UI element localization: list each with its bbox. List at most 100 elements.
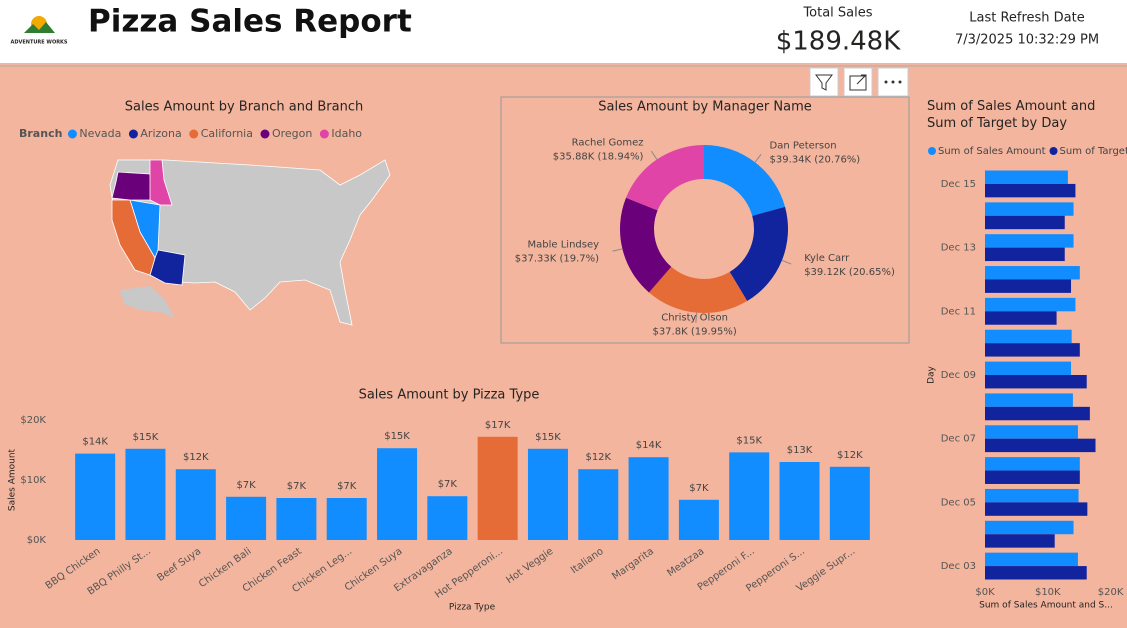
slice-label: $39.12K (20.65%) xyxy=(804,267,895,278)
data-label: $12K xyxy=(837,450,863,461)
bar xyxy=(985,375,1087,389)
refresh-value: 7/3/2025 10:32:29 PM xyxy=(955,33,1099,48)
bar xyxy=(729,452,770,540)
bar xyxy=(427,496,468,540)
y-tick-label: Dec 13 xyxy=(941,243,976,254)
kpi-label: Total Sales xyxy=(802,6,872,21)
x-tick-label: $0K xyxy=(975,587,995,598)
filter-button[interactable] xyxy=(809,67,839,97)
legend-marker xyxy=(260,129,270,139)
chart-title: Sales Amount by Pizza Type xyxy=(359,388,540,403)
slice-name: Rachel Gomez xyxy=(572,137,644,148)
y-tick-label: Dec 05 xyxy=(941,497,976,508)
data-label: $7K xyxy=(236,480,256,491)
state-region xyxy=(111,171,153,201)
legend-label: Nevada xyxy=(79,127,121,140)
bar xyxy=(527,448,568,540)
donut-slice xyxy=(626,145,704,211)
y-tick-label: $0K xyxy=(27,535,47,546)
bar xyxy=(326,498,367,540)
y-tick-label: Dec 03 xyxy=(941,561,976,572)
bar xyxy=(578,469,619,540)
bar xyxy=(985,234,1074,248)
bar xyxy=(985,215,1065,230)
logo: ADVENTURE WORKS xyxy=(10,16,68,46)
bar xyxy=(985,297,1076,312)
refresh-label: Last Refresh Date xyxy=(969,11,1085,26)
x-tick-label: Margarita xyxy=(610,546,656,583)
x-tick-label: Italiano xyxy=(569,546,606,576)
bar xyxy=(985,361,1072,375)
legend-label: Sum of Target xyxy=(1060,146,1127,157)
y-tick-label: Dec 09 xyxy=(941,370,976,381)
bar xyxy=(985,488,1079,503)
legend-marker xyxy=(189,129,199,139)
data-label: $7K xyxy=(337,481,357,492)
bar xyxy=(985,170,1068,184)
legend-marker xyxy=(1049,147,1058,155)
legend-label: California xyxy=(201,127,253,140)
kpi-value: $189.48K xyxy=(776,27,902,57)
data-label: $12K xyxy=(585,452,611,463)
chart-title: Sales Amount by Manager Name xyxy=(598,100,812,115)
slice-label: $37.8K (19.95%) xyxy=(652,327,736,338)
hbar-title: Sum of Sales Amount and Sum of Target by… xyxy=(927,99,1096,131)
slice-name: Dan Peterson xyxy=(770,141,837,152)
donut-frame xyxy=(500,96,910,344)
slice-name: Christy Olson xyxy=(661,313,728,324)
bar xyxy=(985,520,1074,535)
bar xyxy=(985,393,1073,407)
y-tick-label: $20K xyxy=(20,415,46,426)
data-label: $14K xyxy=(82,437,108,448)
bar xyxy=(829,466,870,540)
bar xyxy=(779,462,820,540)
bar xyxy=(276,498,317,540)
bar xyxy=(985,266,1080,280)
donut-slice xyxy=(620,197,672,293)
y-axis-title: Day xyxy=(927,365,937,383)
y-tick-label: Dec 15 xyxy=(941,179,976,190)
data-label: $7K xyxy=(689,483,709,494)
x-axis-title: Sum of Sales Amount and S... xyxy=(979,601,1113,611)
bar xyxy=(985,247,1065,262)
legend-label: Sum of Sales Amount xyxy=(938,146,1046,157)
state-region xyxy=(149,159,173,206)
bar xyxy=(226,496,267,540)
leader-line xyxy=(612,248,623,252)
bar xyxy=(175,469,216,540)
y-tick-label: Dec 07 xyxy=(941,434,976,445)
leader-line xyxy=(650,150,658,160)
bar xyxy=(985,457,1080,471)
legend-label: Idaho xyxy=(331,127,362,140)
data-label: $12K xyxy=(183,452,209,463)
slice-name: Mable Lindsey xyxy=(528,240,600,251)
donut-slice xyxy=(704,145,786,216)
leader-line xyxy=(754,153,762,163)
x-tick-label: Meatzaa xyxy=(665,546,706,579)
data-label: $15K xyxy=(736,435,762,446)
y-axis-title: Sales Amount xyxy=(8,448,18,511)
bar xyxy=(985,311,1057,325)
legend-label: Oregon xyxy=(272,127,312,140)
donut-slice xyxy=(729,206,788,302)
alaska xyxy=(120,286,175,318)
data-label: $14K xyxy=(636,440,662,451)
slice-label: $39.34K (20.76%) xyxy=(770,155,861,166)
bar xyxy=(985,343,1080,357)
bar xyxy=(985,279,1072,293)
x-tick-label: $20K xyxy=(1098,587,1124,598)
legend-marker xyxy=(928,147,936,155)
bar xyxy=(985,502,1088,516)
toolbar xyxy=(809,67,909,97)
more-button[interactable] xyxy=(877,67,909,97)
data-label: $7K xyxy=(438,479,458,490)
legend-marker xyxy=(128,129,138,139)
slice-name: Kyle Carr xyxy=(804,253,850,264)
state-region xyxy=(111,199,156,276)
bar xyxy=(985,438,1096,453)
leader-line xyxy=(695,312,698,323)
slice-label: $37.33K (19.7%) xyxy=(515,254,599,265)
data-label: $15K xyxy=(535,432,561,443)
focus-button[interactable] xyxy=(843,67,873,97)
